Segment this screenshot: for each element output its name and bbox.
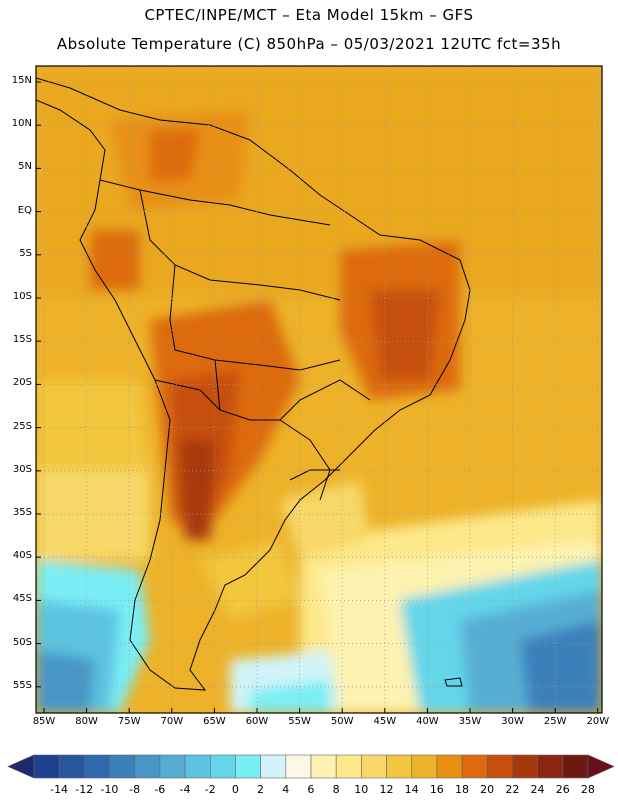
colorbar-label: 22 <box>505 783 520 796</box>
lon-label: 20W <box>586 716 610 727</box>
lon-label: 50W <box>330 716 354 727</box>
colorbar-label: -10 <box>100 783 119 796</box>
lon-label: 25W <box>543 716 567 727</box>
lat-label: 55S <box>12 679 32 691</box>
colorbar-swatch <box>285 754 312 779</box>
lat-label: 50S <box>12 636 32 648</box>
lat-label: 10S <box>12 291 32 302</box>
colorbar-swatch <box>33 754 60 779</box>
colorbar-swatch <box>562 754 589 779</box>
colorbar-swatch <box>184 754 211 779</box>
colorbar-label: 24 <box>530 783 545 796</box>
colorbar-label: 10 <box>354 783 369 796</box>
lat-label: 5N <box>18 161 32 173</box>
lat-label: 20S <box>12 377 32 389</box>
lat-label: 25S <box>12 420 32 432</box>
colorbar-swatch <box>209 754 236 779</box>
lon-label: 30W <box>501 716 524 727</box>
chart-subtitle: Absolute Temperature (C) 850hPa – 05/03/… <box>56 35 562 53</box>
colorbar-swatch <box>461 754 488 779</box>
colorbar-swatch <box>386 754 413 779</box>
lon-label: 60W <box>245 716 269 727</box>
colorbar-swatch <box>411 754 438 779</box>
colorbar-swatch <box>260 754 287 779</box>
colorbar-label: -8 <box>129 783 141 796</box>
colorbar-swatch <box>335 754 362 779</box>
lon-label: 70W <box>160 716 184 727</box>
colorbar-low-arrow <box>7 754 35 779</box>
colorbar-label: 20 <box>480 783 495 796</box>
chart-title: CPTEC/INPE/MCT – Eta Model 15km – GFS <box>144 6 474 24</box>
colorbar-label: 14 <box>404 783 419 796</box>
colorbar-swatch <box>159 754 186 779</box>
lat-label: EQ <box>17 204 32 216</box>
lon-label: 55W <box>288 716 311 727</box>
colorbar-swatch <box>84 754 110 779</box>
temperature-field <box>36 66 602 713</box>
colorbar-label: 18 <box>455 783 469 796</box>
lon-label: 75W <box>117 716 141 727</box>
coastlines <box>36 77 471 691</box>
colorbar-label: 6 <box>307 783 315 796</box>
colorbar-high-arrow <box>587 754 615 779</box>
colorbar-swatch <box>134 754 161 779</box>
colorbar-swatch <box>310 754 337 779</box>
axis-ticks <box>36 81 599 713</box>
map-frame <box>35 65 603 714</box>
colorbar-swatch <box>537 754 564 779</box>
lon-label: 65W <box>203 716 226 727</box>
colorbar-label: 12 <box>379 783 394 796</box>
colorbar-label: 8 <box>332 783 340 796</box>
lon-label: 80W <box>75 716 98 727</box>
colorbar-label: 16 <box>429 783 444 796</box>
lat-label: 15N <box>11 75 32 86</box>
colorbar-label: -12 <box>75 783 94 796</box>
lat-label: 10N <box>11 118 32 130</box>
colorbar-swatch <box>436 754 463 779</box>
lon-label: 40W <box>416 716 439 727</box>
lat-label: 35S <box>12 507 32 518</box>
colorbar-swatch <box>486 754 513 779</box>
colorbar-swatch <box>512 754 538 779</box>
colorbar-swatch <box>235 754 261 779</box>
colorbar-label: -2 <box>204 783 216 796</box>
colorbar-swatch <box>361 754 387 779</box>
lat-label: 15S <box>12 334 32 346</box>
colorbar-label: 4 <box>282 783 290 796</box>
colorbar-label: -6 <box>154 783 166 796</box>
colorbar-label: 0 <box>231 783 239 796</box>
lat-label: 30S <box>12 463 32 475</box>
colorbar-label: 2 <box>257 783 265 796</box>
lat-label: 40S <box>12 550 32 562</box>
colorbar <box>7 754 615 779</box>
colorbar-label: -4 <box>179 783 191 796</box>
lon-label: 45W <box>373 716 397 727</box>
lon-label: 35W <box>458 716 482 727</box>
colorbar-label: 28 <box>580 783 595 796</box>
colorbar-swatch <box>58 754 85 779</box>
lon-label: 85W <box>32 716 56 727</box>
lat-label: 45S <box>12 593 32 605</box>
lat-label: 5S <box>19 247 32 259</box>
colorbar-label: -14 <box>50 783 69 796</box>
colorbar-swatch <box>109 754 136 779</box>
colorbar-label: 26 <box>555 783 570 796</box>
